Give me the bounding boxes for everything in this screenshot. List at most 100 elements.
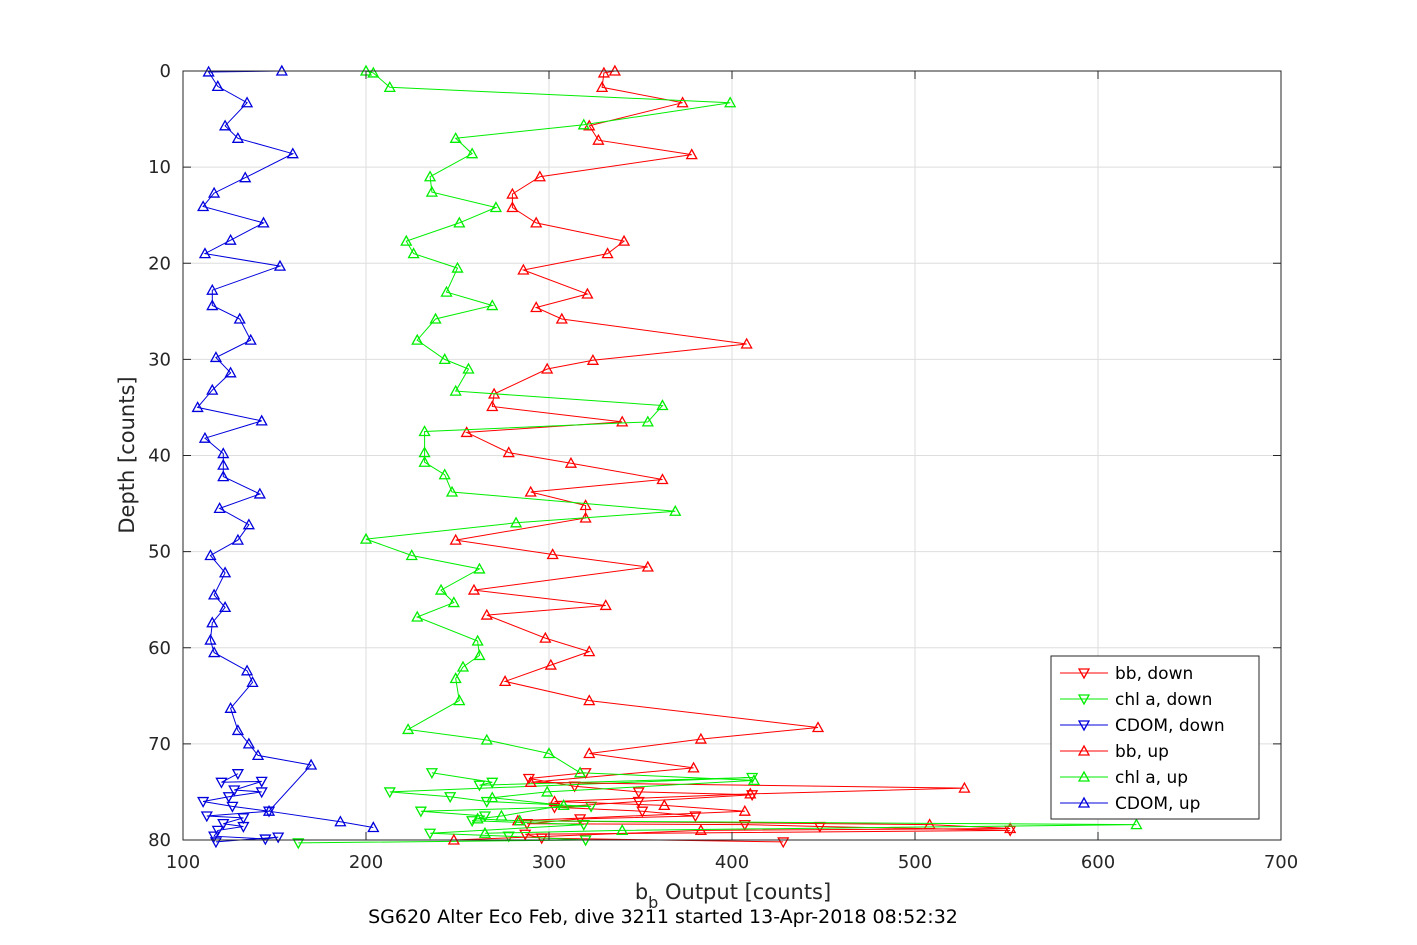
- x-tick-label: 100: [166, 852, 200, 873]
- data-point: [777, 837, 790, 849]
- data-point: [407, 247, 420, 259]
- data-point: [524, 775, 537, 787]
- data-point: [449, 131, 462, 143]
- data-point: [233, 312, 246, 324]
- data-point: [237, 813, 250, 825]
- data-point: [595, 81, 609, 92]
- data-point: [616, 415, 629, 427]
- y-tick-label: 10: [148, 157, 171, 178]
- data-point: [517, 263, 530, 275]
- x-axis-title: bb Output [counts]: [635, 880, 831, 912]
- data-point: [208, 831, 221, 843]
- chart-caption: SG620 Alter Eco Feb, dive 3211 started 1…: [368, 906, 958, 928]
- data-point: [583, 694, 596, 706]
- data-point: [222, 792, 235, 804]
- data-point: [462, 362, 475, 374]
- data-point: [211, 825, 224, 837]
- data-point: [577, 118, 590, 130]
- data-point: [292, 838, 305, 850]
- x-tick-label: 700: [1264, 852, 1298, 873]
- data-point: [255, 787, 268, 799]
- data-point: [425, 768, 438, 780]
- legend-marker: [1077, 744, 1091, 756]
- data-point: [208, 186, 221, 198]
- y-tick-label: 60: [148, 638, 171, 659]
- data-point: [453, 694, 466, 706]
- data-point: [546, 548, 559, 560]
- data-point: [539, 631, 552, 643]
- data-point: [440, 285, 453, 297]
- data-point: [217, 447, 230, 459]
- legend-label: CDOM, down: [1115, 716, 1225, 736]
- legend-label: bb, down: [1115, 664, 1193, 684]
- data-point: [304, 758, 318, 770]
- data-point: [425, 185, 438, 197]
- data-point: [208, 646, 221, 658]
- data-point: [583, 747, 596, 759]
- data-point: [453, 216, 466, 228]
- x-tick-label: 200: [349, 852, 383, 873]
- data-point: [449, 672, 462, 684]
- data-point: [460, 426, 473, 438]
- data-point: [231, 533, 245, 545]
- data-point: [471, 812, 484, 824]
- data-point: [574, 814, 587, 826]
- data-point: [447, 596, 460, 608]
- data-point: [502, 446, 515, 458]
- data-point: [411, 610, 424, 622]
- legend-entry: bb, up: [1060, 742, 1169, 762]
- data-point: [1004, 822, 1017, 834]
- data-point: [669, 504, 682, 516]
- data-point: [473, 562, 486, 574]
- data-point: [744, 787, 757, 799]
- data-point: [206, 383, 219, 395]
- data-point: [224, 233, 237, 245]
- data-point: [383, 81, 396, 92]
- data-point: [473, 649, 486, 661]
- data-point: [242, 518, 255, 530]
- data-point: [467, 583, 481, 595]
- legend-marker: [1077, 694, 1091, 706]
- data-point: [597, 66, 611, 78]
- data-point: [218, 119, 232, 131]
- data-point: [535, 833, 548, 845]
- series-4: [359, 64, 1143, 838]
- data-point: [191, 401, 204, 413]
- series-2: [197, 769, 285, 849]
- legend-label: bb, up: [1115, 742, 1169, 762]
- y-tick-label: 50: [148, 542, 171, 563]
- data-point: [478, 826, 492, 838]
- data-point: [213, 502, 226, 514]
- series-layer: [191, 64, 1143, 850]
- data-point: [251, 749, 265, 761]
- data-point: [418, 425, 431, 437]
- x-tick-label: 500: [898, 852, 932, 873]
- data-point: [486, 777, 499, 789]
- data-point: [383, 787, 396, 799]
- data-point: [513, 814, 526, 826]
- data-point: [740, 337, 753, 349]
- data-point: [434, 583, 448, 595]
- data-point: [685, 148, 698, 160]
- data-point: [262, 804, 276, 816]
- y-axis-ticks: 0 10 20 30 40 50 60 70 80: [148, 61, 1281, 851]
- data-point: [519, 829, 532, 841]
- data-point: [489, 201, 503, 213]
- legend-label: chl a, down: [1115, 690, 1212, 710]
- data-point: [557, 799, 570, 811]
- x-tick-label: 400: [715, 852, 749, 873]
- data-point: [438, 353, 451, 365]
- data-point: [198, 247, 212, 259]
- data-point: [586, 353, 600, 365]
- data-point: [541, 362, 554, 374]
- data-point: [273, 259, 287, 271]
- data-point: [451, 261, 464, 273]
- data-point: [658, 799, 671, 811]
- data-point: [506, 201, 519, 213]
- data-point: [581, 287, 594, 299]
- data-point: [224, 366, 237, 378]
- data-point: [509, 516, 523, 528]
- data-point: [486, 791, 499, 803]
- data-point: [200, 811, 213, 823]
